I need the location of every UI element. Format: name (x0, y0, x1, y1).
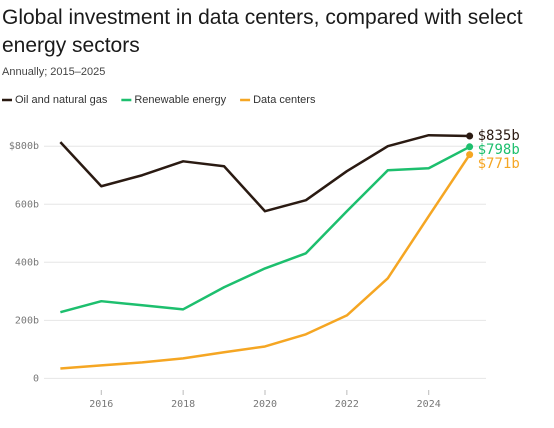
end-label: $835b (478, 128, 520, 144)
y-tick-label: 600b (15, 199, 39, 210)
line (59, 133, 470, 213)
y-tick-label: 0 (33, 373, 39, 384)
end-label: $771b (478, 156, 520, 172)
legend-label: Renewable energy (134, 94, 226, 106)
end-label: $798b (478, 142, 520, 158)
y-tick-label: 400b (15, 257, 39, 268)
chart-title: Global investment in data centers, compa… (2, 6, 523, 57)
legend-label: Data centers (253, 94, 316, 106)
end-dot (466, 143, 474, 151)
y-tick-label: 200b (15, 315, 39, 326)
y-tick-label: $800b (9, 141, 39, 152)
line (60, 153, 471, 370)
x-tick-label: 2016 (89, 399, 113, 410)
x-tick-label: 2020 (253, 399, 277, 410)
x-tick-label: 2022 (335, 399, 359, 410)
chart-subtitle: Annually; 2015–2025 (2, 66, 106, 78)
end-dot (466, 151, 474, 159)
x-tick-label: 2018 (171, 399, 195, 410)
line (60, 145, 471, 314)
legend-label: Oil and natural gas (15, 94, 108, 106)
x-tick-label: 2024 (417, 399, 441, 410)
end-dot (466, 132, 474, 140)
